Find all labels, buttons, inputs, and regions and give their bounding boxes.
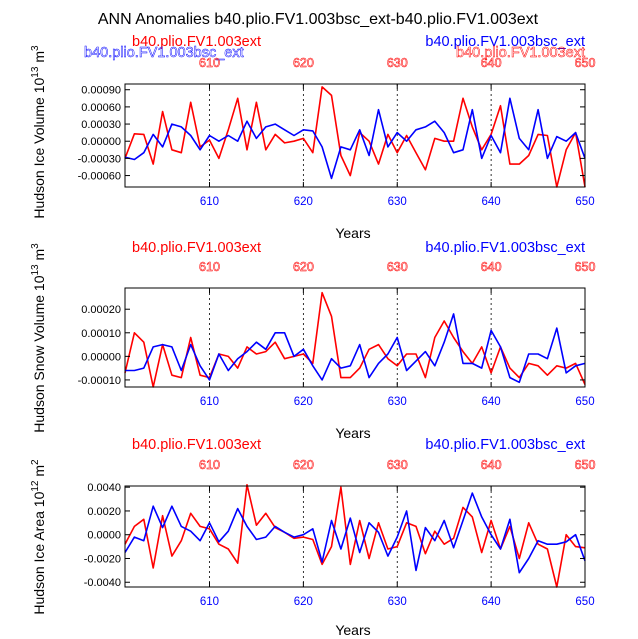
panel-top-left-label: b40.plio.FV1.003ext [132, 240, 261, 256]
y-axis-title: Hudson Snow Volume 1013 m3 [30, 243, 47, 433]
y-tick-label: 0.00000 [81, 136, 121, 148]
y-tick-label: -0.00030 [78, 153, 121, 165]
series-line-red [124, 86, 586, 188]
y-tick-label: 0.0020 [87, 506, 121, 518]
plot-frame [124, 287, 586, 388]
x-tick-label-bottom: 620 [294, 196, 313, 208]
x-tick-label-bottom: 620 [294, 596, 313, 608]
x-tick-label-bottom: 610 [200, 196, 219, 208]
x-tick-label-top: 610 [199, 56, 220, 70]
series-line-red [124, 291, 586, 388]
panel-top-right-label: b40.plio.FV1.003bsc_ext [425, 437, 585, 453]
x-tick-label-bottom: 620 [294, 396, 313, 408]
series-line-blue [125, 313, 586, 384]
y-tick-label: 0.00020 [81, 304, 121, 316]
x-tick-label-top: 640 [481, 260, 502, 274]
ghost-right-label: b40.plio.FV1.003ext [456, 45, 585, 61]
y-tick-label: 0.0000 [87, 530, 121, 542]
panel-top-right-label: b40.plio.FV1.003bsc_ext [425, 34, 585, 50]
x-tick-label-top: 630 [387, 458, 408, 472]
panel-ice-volume: b40.plio.FV1.003ext b40.plio.FV1.003bsc_… [30, 34, 596, 241]
y-tick-label: 0.00090 [81, 85, 121, 97]
panel-top-left-label: b40.plio.FV1.003ext [132, 34, 261, 50]
x-tick-label-top: 630 [387, 260, 408, 274]
x-tick-label-top: 640 [481, 56, 502, 70]
x-tick-label-top: 610 [199, 458, 220, 472]
y-tick-label: -0.0040 [84, 577, 121, 589]
x-tick-label-bottom: 650 [575, 196, 594, 208]
y-tick-label: 0.00000 [81, 351, 121, 363]
x-tick-label-bottom: 640 [482, 396, 501, 408]
x-tick-label-bottom: 640 [482, 596, 501, 608]
y-tick-label: 0.00030 [81, 119, 121, 131]
x-tick-label-top: 640 [481, 458, 502, 472]
y-tick-label: 0.00010 [81, 328, 121, 340]
plot-frame [124, 485, 586, 588]
x-tick-label-top: 620 [293, 260, 314, 274]
ghost-left-label: b40.plio.FV1.003bsc_ext [84, 45, 244, 61]
figure-title: ANN Anomalies b40.plio.FV1.003bsc_ext-b4… [98, 11, 539, 28]
x-tick-label-bottom: 630 [388, 396, 407, 408]
x-axis-title: Years [335, 622, 370, 638]
x-tick-label-bottom: 650 [575, 396, 594, 408]
x-tick-label-bottom: 610 [200, 596, 219, 608]
panel-ice-area: b40.plio.FV1.003ext b40.plio.FV1.003bsc_… [30, 437, 596, 638]
series-line-blue [124, 97, 586, 180]
series-line-red [124, 483, 586, 588]
series-line-blue [124, 492, 586, 574]
y-tick-label: -0.00060 [78, 171, 121, 183]
x-tick-label-bottom: 630 [388, 596, 407, 608]
panel-snow-volume: b40.plio.FV1.003ext b40.plio.FV1.003bsc_… [30, 240, 596, 441]
panel-top-right-label: b40.plio.FV1.003bsc_ext [425, 240, 585, 256]
panel-top-left-label: b40.plio.FV1.003ext [132, 437, 261, 453]
x-tick-label-top: 620 [293, 56, 314, 70]
y-axis-title: Hudson Ice Volume 1013 m3 [30, 45, 47, 219]
plot-frame [124, 83, 586, 188]
x-axis-title: Years [335, 425, 370, 441]
x-tick-label-bottom: 640 [482, 196, 501, 208]
x-tick-label-top: 630 [387, 56, 408, 70]
y-axis-title: Hudson Ice Area 1012 m2 [30, 459, 47, 615]
x-tick-label-bottom: 650 [575, 596, 594, 608]
x-tick-label-top: 620 [293, 458, 314, 472]
x-tick-label-bottom: 630 [388, 196, 407, 208]
x-tick-label-bottom: 610 [200, 396, 219, 408]
y-tick-label: -0.0020 [84, 553, 121, 565]
x-tick-label-top: 650 [575, 260, 596, 274]
x-tick-label-top: 610 [199, 260, 220, 274]
x-axis-title: Years [335, 225, 370, 241]
x-tick-label-top: 650 [575, 458, 596, 472]
y-tick-label: 0.00060 [81, 102, 121, 114]
y-tick-label: 0.0040 [87, 482, 121, 494]
y-tick-label: -0.00010 [78, 375, 121, 387]
x-tick-label-top: 650 [575, 56, 596, 70]
